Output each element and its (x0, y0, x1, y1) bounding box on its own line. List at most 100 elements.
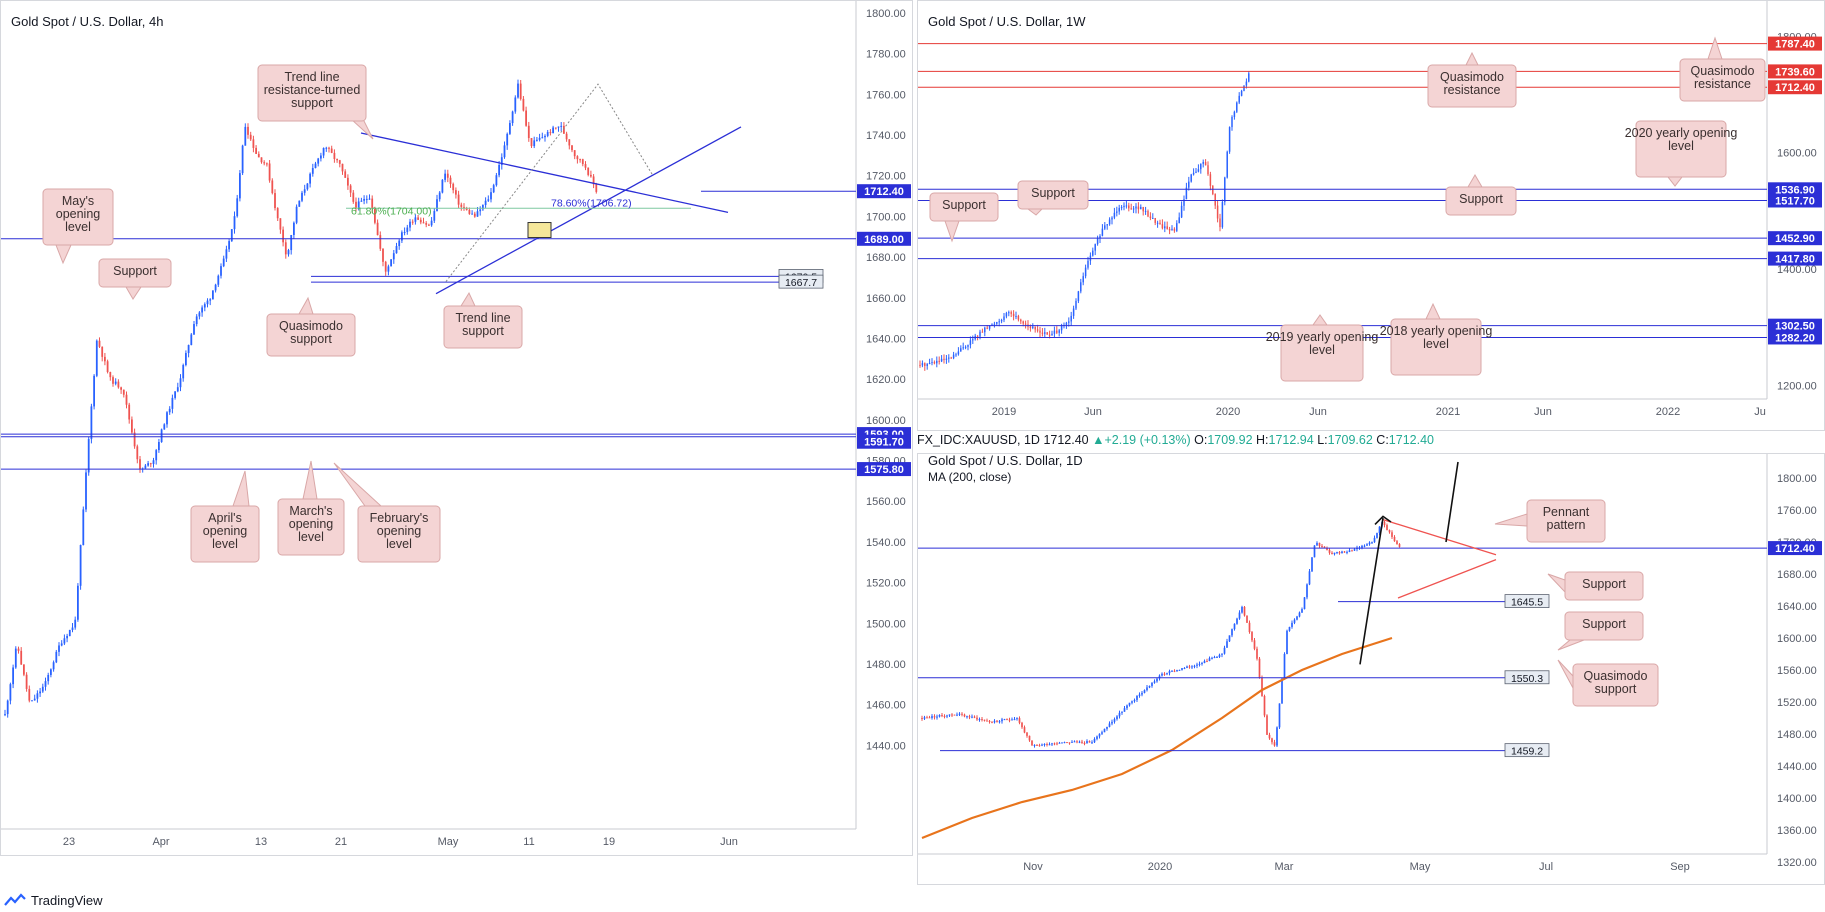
candle (1166, 672, 1168, 676)
candle-body (1034, 326, 1036, 330)
candle (36, 690, 39, 703)
candle-body (12, 667, 14, 685)
candle (419, 217, 422, 225)
candle (1166, 221, 1168, 230)
y-tick-label: 1480.00 (866, 659, 906, 671)
candle-body (1128, 205, 1130, 209)
candle-body (983, 719, 986, 721)
candle-body (74, 619, 77, 628)
candle (1186, 665, 1188, 669)
candle (948, 714, 951, 718)
candle (1178, 212, 1180, 224)
candle-body (1396, 541, 1398, 545)
candle (1338, 551, 1341, 555)
candle (1093, 737, 1096, 743)
x-tick-label: 23 (63, 836, 75, 848)
candle (928, 715, 931, 719)
candle (1173, 227, 1176, 233)
price-chart-4h[interactable]: 1800.00 1780.00 1760.00 1740.00 1720.00 1700.… (1, 1, 913, 856)
candle-body (31, 700, 33, 702)
candle (1228, 126, 1231, 154)
x-tick-label: 2021 (1436, 406, 1460, 418)
price-chart-1d[interactable]: 1800.001760.001720.001680.001640.001600.… (918, 454, 1825, 885)
callout-pointer (1026, 208, 1044, 216)
candle (1273, 739, 1276, 747)
callout-text: Quasimodo resistance (1440, 70, 1504, 97)
candle-body (1212, 185, 1214, 195)
candle-body (1288, 626, 1291, 631)
candle (1202, 159, 1204, 168)
symbol-name[interactable]: FX_IDC:XAUUSD, 1D (917, 433, 1040, 447)
candle-body (571, 145, 573, 151)
candle (1281, 677, 1283, 704)
candle-body (943, 358, 945, 360)
candle (1296, 615, 1298, 621)
candle-body (79, 545, 82, 586)
candle (104, 352, 106, 366)
price-chart-1w[interactable]: 1800.001600.001400.001200.002019Jun2020J… (918, 1, 1825, 431)
candle (1226, 638, 1228, 648)
candle-body (1012, 313, 1015, 317)
candle (166, 411, 168, 428)
candle (174, 391, 176, 400)
callout-text: Support (942, 198, 986, 212)
callout-box (1526, 499, 1606, 543)
annotation-callout: Support (929, 192, 999, 243)
candle-body (979, 331, 981, 337)
price-badge (1768, 231, 1822, 246)
candle (1298, 611, 1301, 618)
candle (956, 712, 958, 717)
candle-body (436, 199, 438, 212)
callout-pointer (1707, 36, 1723, 60)
candle (1131, 700, 1133, 705)
candle (438, 191, 441, 202)
candle-body (1258, 658, 1261, 678)
candle-body (160, 429, 163, 443)
candle-body (136, 446, 139, 460)
chart-panel-1d[interactable]: Gold Spot / U.S. Dollar, 1D MA (200, clo… (917, 453, 1825, 885)
candle (1373, 535, 1376, 543)
candle-body (1048, 334, 1051, 336)
candle (1056, 326, 1058, 335)
y-tick-label: 1440.00 (866, 740, 906, 752)
candle (1206, 658, 1208, 663)
price-badge-label: 1739.60 (1775, 66, 1815, 78)
candle (981, 328, 984, 333)
candle-body (1022, 321, 1024, 324)
chart-panel-4h[interactable]: Gold Spot / U.S. Dollar, 4h 1800.00 1780.… (0, 0, 913, 856)
candle (1198, 661, 1201, 667)
candle (957, 347, 960, 356)
candle (546, 129, 549, 138)
candle (482, 204, 484, 211)
candle (1104, 221, 1106, 231)
candle-body (1051, 333, 1053, 336)
candle (1010, 310, 1012, 318)
candle (374, 206, 376, 225)
candle-body (1238, 95, 1240, 103)
candle-body (384, 261, 387, 272)
candle-body (6, 700, 9, 715)
y-tick-label: 1360.00 (1777, 825, 1817, 837)
candle (311, 163, 314, 177)
candle-body (941, 715, 943, 717)
tradingview-brand[interactable]: TradingView (4, 890, 103, 910)
candle-body (349, 185, 352, 193)
candle (1066, 742, 1068, 744)
close-label: C: (1376, 433, 1389, 447)
candle-body (1093, 738, 1096, 743)
chart-panel-1w[interactable]: Gold Spot / U.S. Dollar, 1W 1800.001600.… (917, 0, 1825, 431)
candle-body (104, 356, 106, 362)
candle (233, 211, 236, 234)
candle-body (996, 321, 998, 324)
candle (239, 170, 241, 202)
candle (1191, 665, 1193, 669)
candle (147, 460, 149, 467)
candle-body (128, 404, 131, 420)
candle (112, 375, 114, 387)
candle (533, 136, 536, 149)
candle-body (274, 193, 276, 209)
candle (1233, 623, 1236, 631)
candle-body (363, 198, 365, 201)
candle-body (1118, 712, 1121, 717)
candle (490, 188, 492, 203)
